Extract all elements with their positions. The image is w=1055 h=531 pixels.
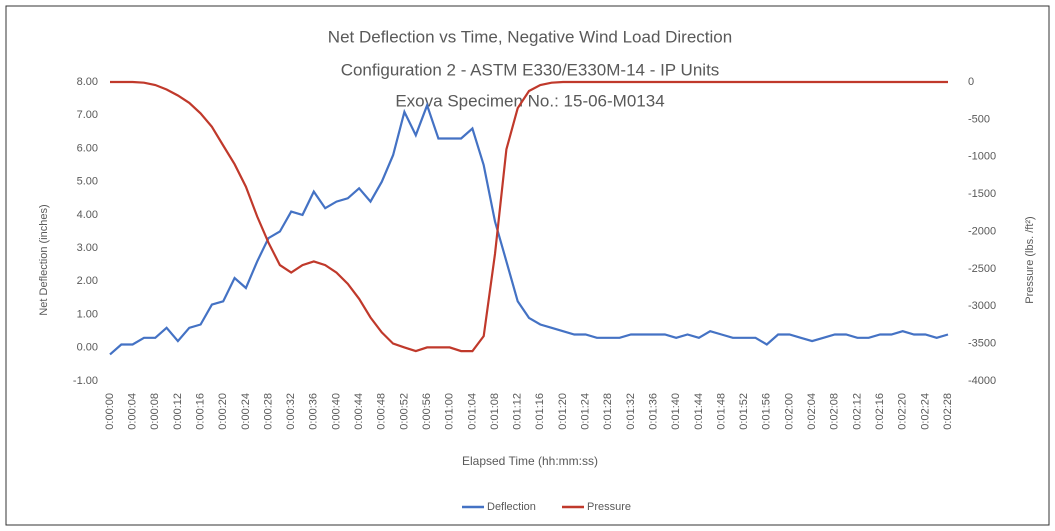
y2-tick-label: -500 — [968, 113, 990, 125]
x-tick-label: 0:02:12 — [851, 393, 863, 430]
chart-subtitle: Exova Specimen No.: 15-06-M0134 — [395, 91, 664, 110]
x-tick-label: 0:00:44 — [353, 393, 365, 430]
chart-border — [5, 5, 1050, 526]
x-tick-label: 0:00:20 — [217, 393, 229, 430]
x-tick-label: 0:00:28 — [262, 393, 274, 430]
x-tick-label: 0:01:16 — [534, 393, 546, 430]
x-tick-label: 0:01:48 — [715, 393, 727, 430]
y-tick-label: 8.00 — [77, 76, 98, 88]
x-tick-label: 0:02:00 — [783, 393, 795, 430]
x-axis-label: Elapsed Time (hh:mm:ss) — [462, 454, 598, 468]
x-tick-label: 0:01:56 — [761, 393, 773, 430]
y-tick-label: 3.00 — [77, 242, 98, 254]
x-tick-label: 0:01:20 — [557, 393, 569, 430]
x-tick-label: 0:01:32 — [625, 393, 637, 430]
y2-tick-label: 0 — [968, 76, 974, 88]
chart-title: Net Deflection vs Time, Negative Wind Lo… — [328, 27, 732, 46]
x-tick-label: 0:00:32 — [285, 393, 297, 430]
x-tick-label: 0:01:40 — [670, 393, 682, 430]
x-tick-label: 0:01:00 — [444, 393, 456, 430]
x-tick-label: 0:01:52 — [738, 393, 750, 430]
x-tick-label: 0:02:16 — [874, 393, 886, 430]
x-tick-label: 0:01:24 — [580, 393, 592, 430]
x-tick-label: 0:00:08 — [149, 393, 161, 430]
y2-tick-label: -2000 — [968, 225, 996, 237]
legend-label: Deflection — [487, 501, 536, 513]
chart-subtitle: Configuration 2 - ASTM E330/E330M-14 - I… — [341, 60, 720, 79]
x-tick-label: 0:01:04 — [466, 393, 478, 430]
x-tick-label: 0:00:24 — [240, 393, 252, 430]
x-tick-label: 0:01:08 — [489, 393, 501, 430]
x-tick-label: 0:00:40 — [330, 393, 342, 430]
x-tick-label: 0:02:24 — [919, 393, 931, 430]
y2-axis-label: Pressure (lbs. /ft²) — [1024, 216, 1036, 303]
y-tick-label: -1.00 — [73, 375, 98, 387]
x-tick-label: 0:00:00 — [104, 393, 116, 430]
x-tick-label: 0:01:12 — [512, 393, 524, 430]
y-tick-label: 4.00 — [77, 209, 98, 221]
y-tick-label: 6.00 — [77, 142, 98, 154]
y2-tick-label: -1000 — [968, 151, 996, 163]
x-tick-label: 0:01:44 — [693, 393, 705, 430]
x-tick-label: 0:02:04 — [806, 393, 818, 430]
x-tick-label: 0:00:12 — [172, 393, 184, 430]
legend-label: Pressure — [587, 501, 631, 513]
x-tick-label: 0:00:48 — [376, 393, 388, 430]
y-tick-label: 1.00 — [77, 308, 98, 320]
y2-tick-label: -3000 — [968, 300, 996, 312]
y2-tick-label: -4000 — [968, 375, 996, 387]
x-tick-label: 0:02:20 — [897, 393, 909, 430]
y2-tick-label: -2500 — [968, 263, 996, 275]
x-tick-label: 0:00:04 — [127, 393, 139, 430]
y-axis-label: Net Deflection (inches) — [38, 204, 50, 315]
y2-tick-label: -3500 — [968, 338, 996, 350]
y-tick-label: 7.00 — [77, 109, 98, 121]
x-tick-label: 0:00:16 — [195, 393, 207, 430]
x-tick-label: 0:02:08 — [829, 393, 841, 430]
y-tick-label: 0.00 — [77, 342, 98, 354]
x-tick-label: 0:00:56 — [421, 393, 433, 430]
y-tick-label: 5.00 — [77, 176, 98, 188]
series-line — [110, 80, 948, 353]
y2-tick-label: -1500 — [968, 188, 996, 200]
x-tick-label: 0:00:52 — [398, 393, 410, 430]
x-tick-label: 0:01:28 — [602, 393, 614, 430]
series-line — [109, 102, 949, 356]
x-tick-label: 0:00:36 — [308, 393, 320, 430]
x-tick-label: 0:01:36 — [647, 393, 659, 430]
y-tick-label: 2.00 — [77, 275, 98, 287]
x-tick-label: 0:02:28 — [942, 393, 954, 430]
